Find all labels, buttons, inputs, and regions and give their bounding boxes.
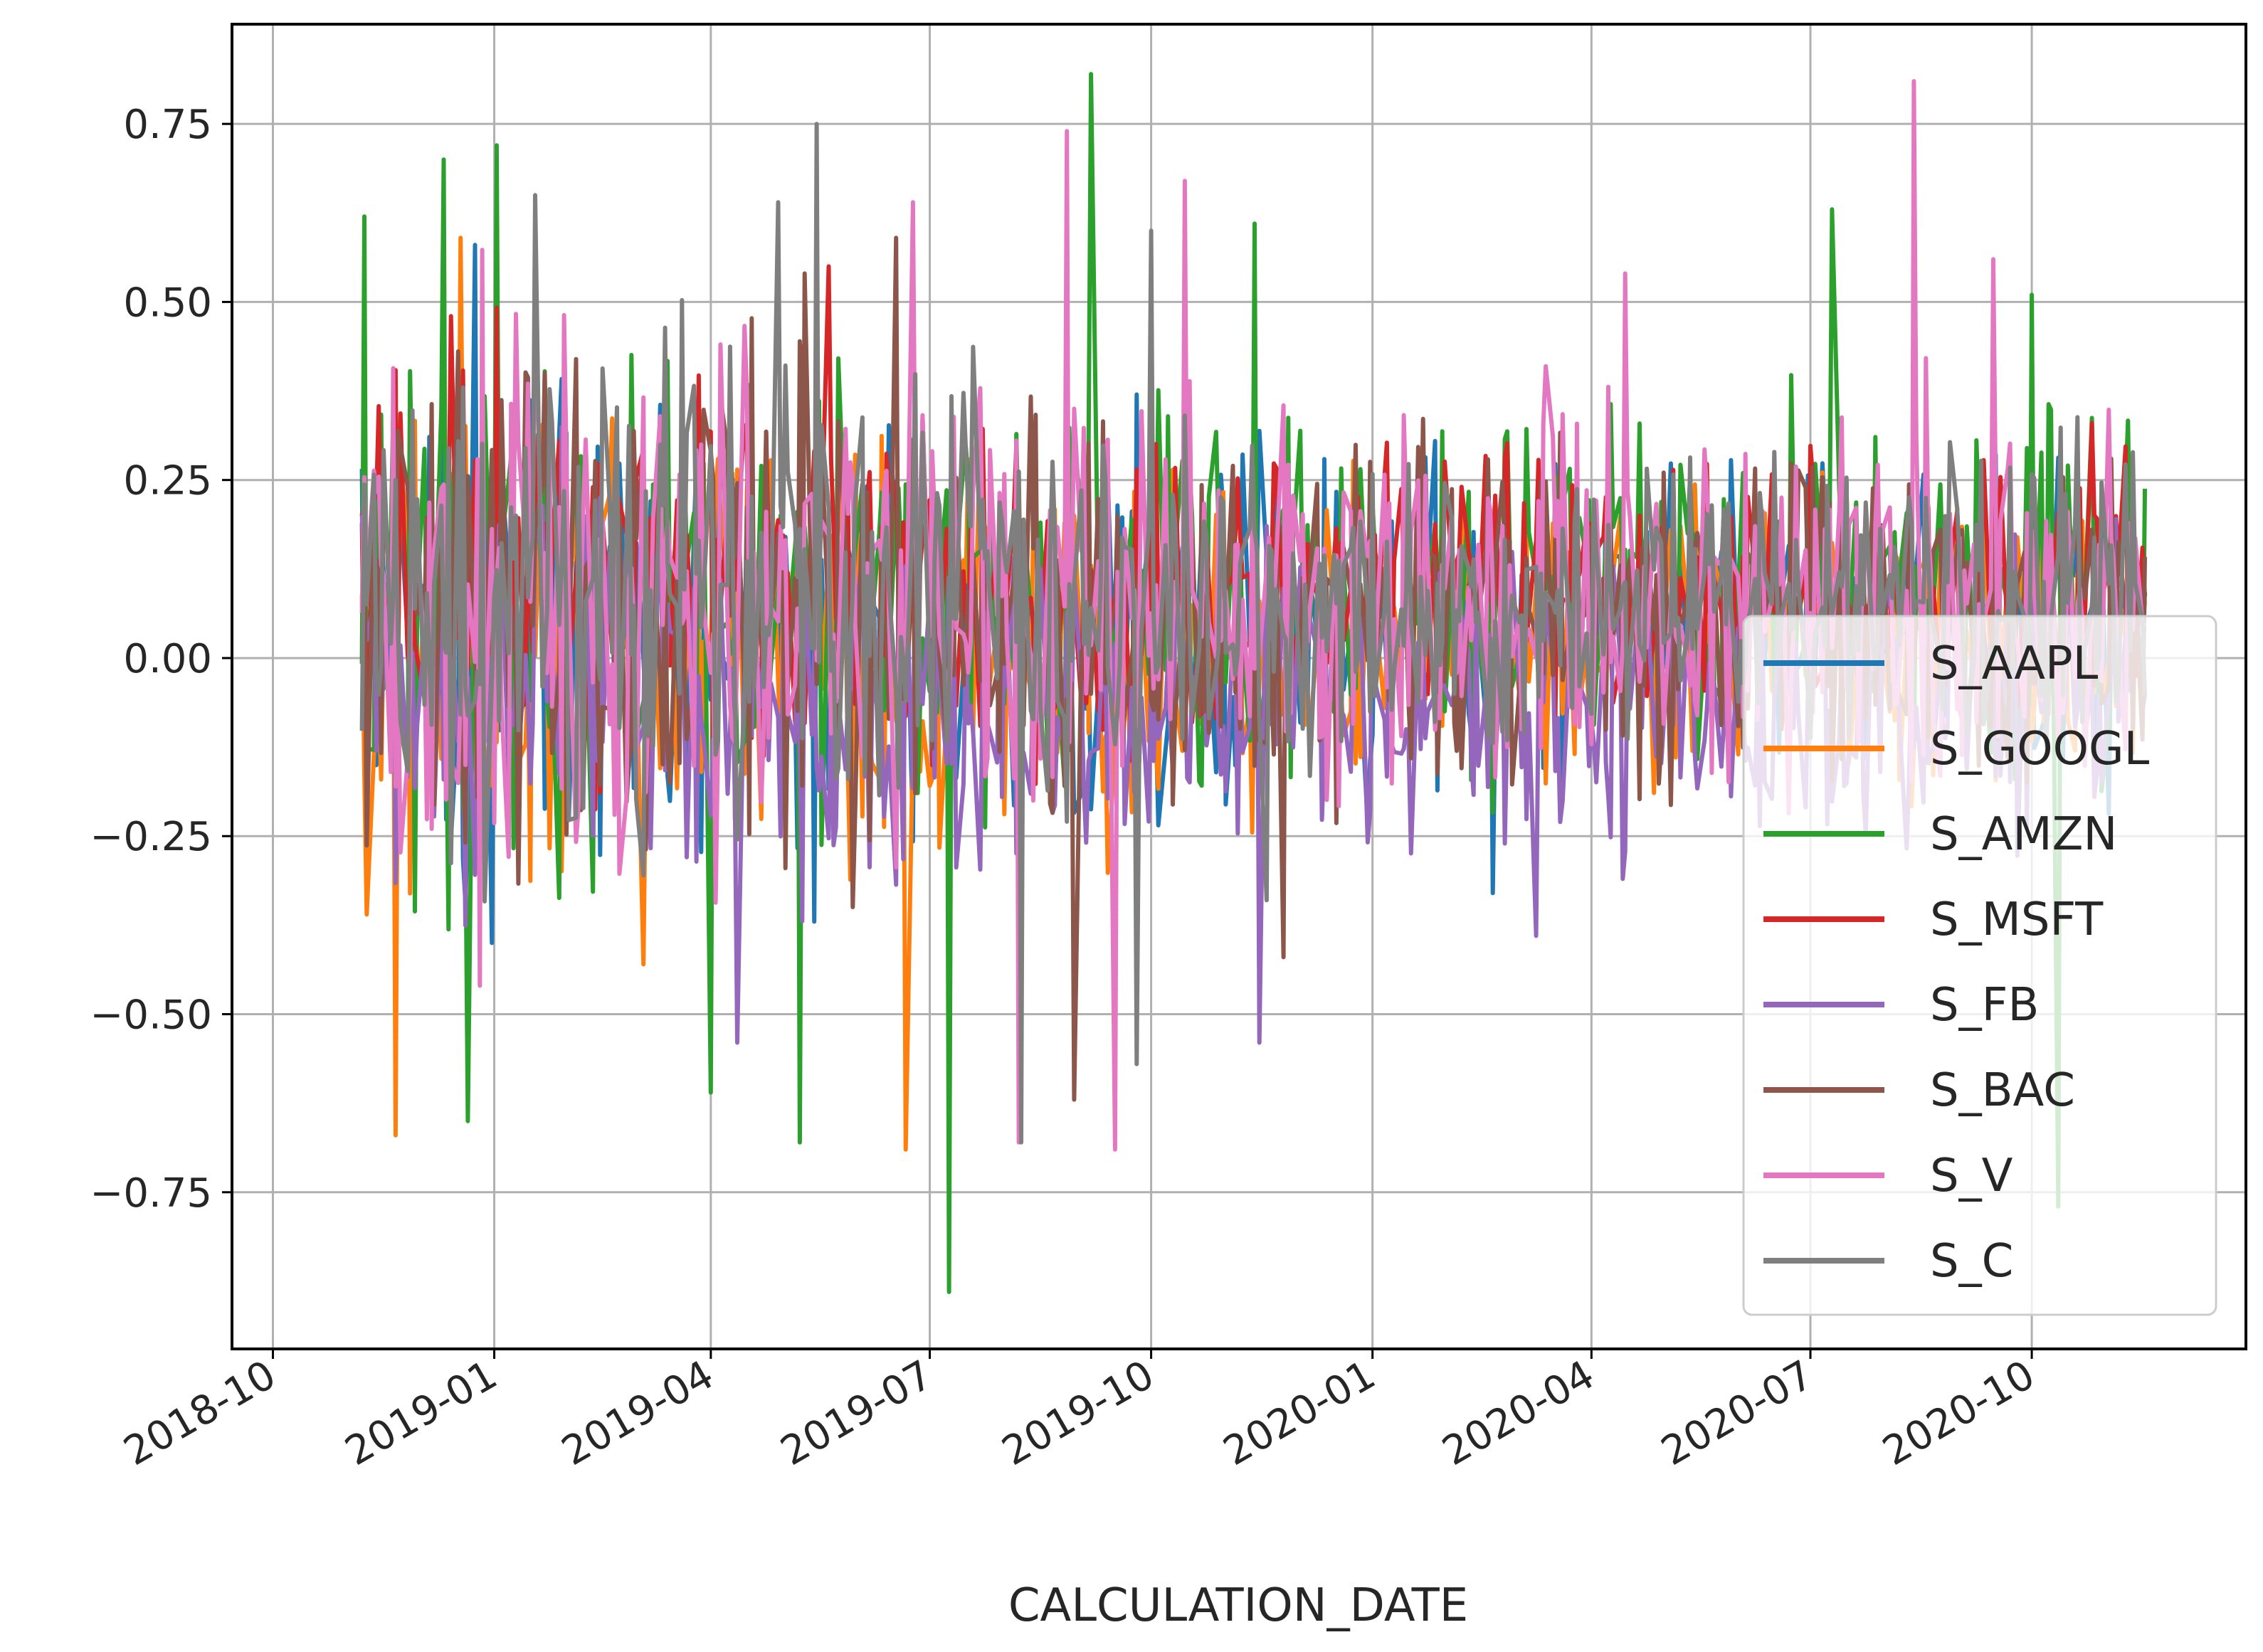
grid-lines bbox=[232, 24, 2246, 1349]
legend-label: S_AAPL bbox=[1930, 637, 2099, 690]
legend-label: S_AMZN bbox=[1930, 808, 2117, 861]
legend-label: S_MSFT bbox=[1930, 894, 2104, 946]
legend-label: S_C bbox=[1930, 1235, 2013, 1288]
y-tick-label: 0.25 bbox=[123, 458, 212, 504]
series-line-s-c bbox=[359, 122, 2147, 1145]
legend: S_AAPL S_GOOGL S_AMZN S_MSFT S_FB S_BAC S_V S_C bbox=[1742, 615, 2217, 1316]
legend-label: S_FB bbox=[1930, 979, 2039, 1032]
plot-frame bbox=[231, 23, 2247, 1350]
y-tick-label: −0.25 bbox=[90, 814, 212, 860]
legend-label: S_V bbox=[1930, 1150, 2013, 1202]
x-axis-label: CALCULATION_DATE bbox=[1008, 1579, 1468, 1632]
legend-label: S_GOOGL bbox=[1930, 723, 2150, 775]
y-tick-label: 0.00 bbox=[123, 636, 212, 682]
y-tick-label: 0.75 bbox=[123, 102, 212, 148]
legend-box bbox=[1742, 615, 2217, 1316]
y-tick-label: 0.50 bbox=[123, 280, 212, 326]
legend-label: S_BAC bbox=[1930, 1064, 2075, 1117]
y-axis-ticks: 0.75 0.50 0.25 0.00 −0.25 −0.50 −0.75 bbox=[90, 102, 232, 1217]
y-tick-label: −0.50 bbox=[90, 992, 212, 1038]
y-tick-label: −0.75 bbox=[90, 1170, 212, 1217]
